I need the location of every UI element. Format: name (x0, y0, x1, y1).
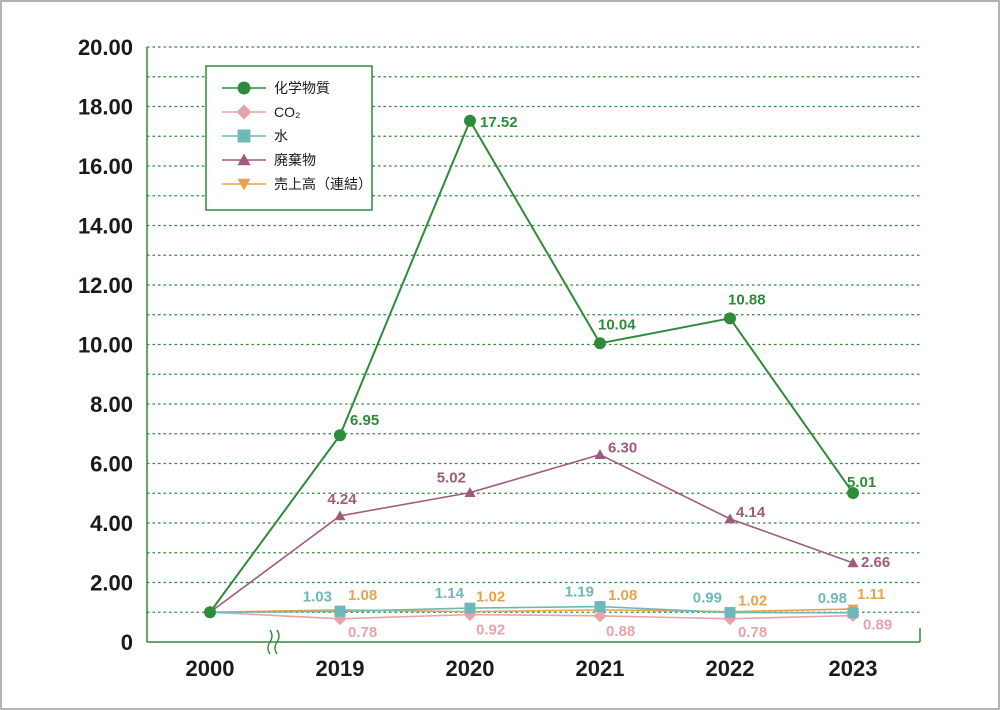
legend-label: CO₂ (274, 104, 300, 120)
y-tick-label: 4.00 (90, 511, 133, 536)
x-tick-label: 2000 (186, 656, 235, 681)
marker-circle (237, 81, 251, 95)
data-label: 2.66 (861, 554, 890, 571)
x-tick-label: 2023 (829, 656, 878, 681)
marker-diamond (593, 609, 607, 623)
series-line (209, 611, 854, 620)
data-label: 4.14 (736, 504, 766, 521)
data-label: 0.98 (818, 590, 847, 607)
y-tick-label: 20.00 (78, 35, 133, 60)
y-tick-label: 18.00 (78, 95, 133, 120)
marker-diamond (236, 104, 252, 120)
legend-label: 化学物質 (274, 80, 330, 96)
y-tick-label: 8.00 (90, 392, 133, 417)
data-label: 0.78 (348, 624, 377, 641)
legend-label: 水 (274, 128, 288, 144)
marker-triangle-up (847, 557, 859, 568)
data-label: 4.24 (327, 491, 357, 508)
data-label: 1.11 (857, 586, 885, 603)
y-tick-labels: 0 2.00 4.00 6.00 8.00 10.00 12.00 14.00 16.00 18.… (78, 35, 133, 655)
data-label: 1.08 (608, 587, 637, 604)
axis-break-mark (274, 629, 280, 655)
marker-triangle-down (237, 178, 251, 191)
series-line (209, 608, 854, 614)
marker-circle (204, 606, 216, 619)
x-tick-label: 2022 (706, 656, 755, 681)
marker-circle (847, 486, 859, 499)
data-labels: 1.08 1.02 1.08 1.02 1.11 0.78 0.92 0.88 0.78 0.89… (303, 114, 892, 641)
legend-label: 売上高（連結） (274, 176, 372, 192)
data-label: 6.30 (608, 440, 637, 457)
marker-square (237, 129, 251, 143)
y-tick-label: 10.00 (78, 333, 133, 358)
marker-square (847, 607, 859, 619)
x-tick-labels: 2000 2019 2020 2021 2022 2023 (186, 656, 878, 681)
axes (146, 47, 921, 655)
data-label: 0.92 (476, 622, 505, 639)
data-label: 1.14 (435, 585, 465, 602)
data-label: 10.88 (728, 291, 766, 308)
data-label: 0.99 (693, 590, 722, 607)
marker-circle (464, 114, 476, 127)
data-label: 0.78 (738, 624, 767, 641)
marker-triangle-up (464, 487, 476, 498)
series-line (209, 453, 854, 613)
axis-break-mark (267, 629, 273, 655)
data-label: 1.03 (303, 588, 332, 605)
data-label: 1.08 (348, 587, 377, 604)
data-label: 0.89 (863, 617, 892, 634)
legend-label: 廃棄物 (274, 152, 316, 168)
x-tick-label: 2019 (316, 656, 365, 681)
marker-square (724, 607, 736, 619)
y-tick-label: 6.00 (90, 452, 133, 477)
data-label: 1.02 (738, 593, 767, 610)
marker-square (594, 601, 606, 613)
y-tick-label: 2.00 (90, 571, 133, 596)
data-label: 1.19 (565, 584, 594, 601)
data-label: 5.01 (847, 474, 876, 491)
marker-triangle-up (334, 510, 346, 521)
marker-circle (594, 337, 606, 350)
marker-square (464, 602, 476, 614)
series-line (209, 605, 854, 614)
data-label: 10.04 (598, 316, 636, 333)
marker-circle (334, 429, 346, 442)
marker-triangle-up (237, 153, 251, 166)
series-lines (204, 114, 860, 626)
marker-circle (724, 312, 736, 325)
data-label: 5.02 (437, 470, 466, 487)
legend-box (205, 65, 373, 211)
y-tick-label: 14.00 (78, 214, 133, 239)
data-label: 1.02 (476, 589, 505, 606)
y-tick-label: 12.00 (78, 273, 133, 298)
x-tick-label: 2020 (446, 656, 495, 681)
series-line (209, 118, 854, 613)
data-label: 0.88 (606, 623, 635, 640)
marker-square (334, 605, 346, 617)
y-tick-label: 0 (121, 630, 133, 655)
marker-triangle-up (724, 513, 736, 524)
x-tick-label: 2021 (576, 656, 625, 681)
y-tick-label: 16.00 (78, 154, 133, 179)
data-label: 6.95 (350, 412, 379, 429)
data-label: 17.52 (480, 114, 518, 131)
marker-triangle-up (594, 449, 606, 459)
